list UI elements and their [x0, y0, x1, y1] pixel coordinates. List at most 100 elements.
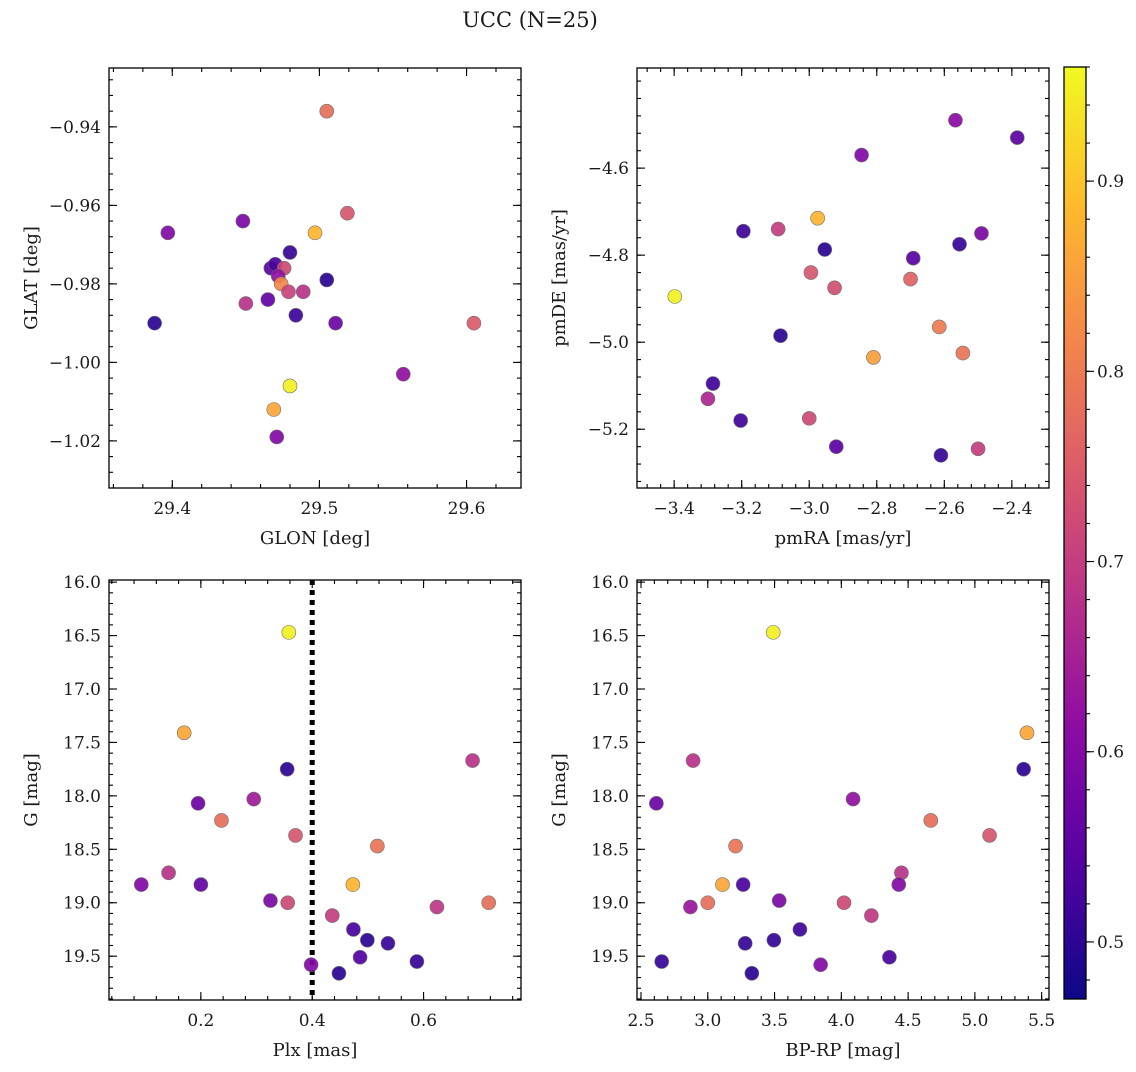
scatter-point: [923, 813, 939, 828]
scatter-point: [1009, 130, 1025, 145]
scatter-point: [813, 957, 828, 973]
scatter-point: [933, 448, 949, 463]
scatter-point: [345, 877, 361, 892]
scatter-point: [246, 791, 262, 807]
scatter-point: [952, 236, 967, 252]
scatter-point: [360, 932, 375, 948]
y-tick-label: −5.2: [588, 420, 629, 440]
scatter-point: [307, 225, 323, 241]
scatter-point: [700, 895, 716, 911]
scatter-point: [974, 226, 989, 241]
plot-frame: [108, 579, 522, 1001]
scatter-point: [176, 725, 192, 741]
scatter-point: [801, 411, 817, 426]
scatter-point: [328, 315, 343, 331]
scatter-point: [319, 103, 335, 119]
scatter-point: [683, 899, 698, 915]
plot-frame: [636, 579, 1050, 1001]
scatter-point: [803, 265, 819, 280]
scatter-point: [667, 289, 683, 304]
scatter-point: [303, 957, 319, 973]
scatter-point: [744, 965, 760, 981]
scatter-point: [380, 936, 396, 951]
scatter-point: [771, 893, 787, 908]
scatter-point: [845, 791, 861, 807]
panel-pmra-pmde: −3.4 −3.2 −3.0 −2.8 −2.6 −2.4 −5.2 −5.0 −4.8 −4.6…: [549, 67, 1050, 549]
x-axis-label: GLON [deg]: [260, 528, 370, 549]
y-tick-label: 17.5: [63, 733, 101, 753]
scatter-point: [715, 877, 730, 892]
y-tick-label: 19.5: [591, 947, 629, 967]
scatter-point: [147, 315, 162, 331]
x-tick-label: 0.4: [299, 1011, 326, 1031]
x-tick-label: −2.4: [991, 499, 1032, 519]
y-tick-label: 19.5: [63, 947, 101, 967]
scatter-point: [214, 813, 229, 828]
y-tick-label: −1.00: [49, 353, 101, 373]
scatter-point: [891, 877, 907, 892]
scatter-point: [280, 895, 296, 911]
scatter-point: [773, 328, 788, 343]
y-tick-label: 17.0: [591, 680, 629, 700]
scatter-point: [765, 625, 781, 640]
y-tick-label: 18.5: [63, 840, 101, 860]
scatter-point: [817, 242, 833, 257]
x-tick-label: 29.6: [448, 499, 486, 519]
scatter-point: [282, 245, 298, 260]
x-tick-label: −3.0: [789, 499, 830, 519]
scatter-point: [465, 753, 480, 768]
scatter-point: [269, 429, 285, 445]
y-tick-label: −0.98: [49, 275, 101, 295]
scatter-point: [728, 838, 743, 854]
x-tick-label: 3.5: [761, 1011, 788, 1031]
x-tick-label: 29.4: [153, 499, 191, 519]
panel-plx-g: 0.2 0.4 0.6 16.0 16.5 17.0 17.5 18.0 18.5 19.0 19.…: [21, 573, 522, 1061]
colorbar-tick-label: 0.6: [1097, 743, 1124, 763]
scatter-point: [903, 271, 918, 287]
scatter-point: [854, 147, 869, 163]
x-tick-label: 4.5: [895, 1011, 922, 1031]
panels: 29.4 29.5 29.6 −1.02 −1.00 −0.98 −0.96 −0.94 GLO…: [21, 67, 1055, 1061]
scatter-point: [481, 895, 497, 911]
y-tick-label: 16.5: [63, 627, 101, 647]
y-axis-label: G [mag]: [549, 753, 570, 826]
x-tick-label: 29.5: [300, 499, 338, 519]
scatter-point: [235, 213, 251, 229]
x-tick-label: 0.6: [410, 1011, 437, 1031]
scatter-point: [160, 225, 176, 241]
figure-title: UCC (N=25): [462, 8, 598, 32]
plot-frame: [636, 67, 1050, 489]
scatter-point: [836, 895, 852, 911]
scatter-point: [281, 625, 297, 640]
scatter-point: [827, 280, 842, 296]
colorbar-tick-label: 0.7: [1097, 553, 1124, 573]
x-tick-label: −3.2: [721, 499, 762, 519]
scatter-point: [735, 877, 751, 892]
y-tick-label: −0.94: [49, 118, 101, 138]
scatter-point: [193, 877, 209, 892]
y-tick-label: 17.0: [63, 680, 101, 700]
scatter-point: [736, 223, 751, 239]
y-tick-label: −4.8: [588, 246, 629, 266]
y-tick-label: 19.0: [63, 894, 101, 914]
scatter-point: [288, 828, 303, 843]
x-tick-label: −3.4: [654, 499, 695, 519]
scatter-point: [970, 441, 986, 457]
x-tick-label: 5.5: [1028, 1011, 1055, 1031]
scatter-point: [705, 376, 721, 391]
scatter-point: [161, 865, 176, 881]
y-tick-label: 16.5: [591, 627, 629, 647]
scatter-point: [295, 284, 311, 300]
scatter-point: [346, 922, 361, 937]
scatter-point: [864, 908, 879, 923]
x-axis-label: BP-RP [mag]: [785, 1040, 900, 1061]
scatter-point: [882, 949, 897, 965]
x-tick-label: −2.6: [924, 499, 965, 519]
scatter-point: [395, 366, 411, 382]
y-tick-label: −0.96: [49, 196, 101, 216]
scatter-point: [263, 893, 278, 908]
panel-glon-glat: 29.4 29.5 29.6 −1.02 −1.00 −0.98 −0.96 −0.94 GLO…: [21, 67, 522, 549]
scatter-point: [238, 296, 254, 311]
scatter-point: [810, 210, 825, 226]
scatter-point: [352, 949, 368, 965]
